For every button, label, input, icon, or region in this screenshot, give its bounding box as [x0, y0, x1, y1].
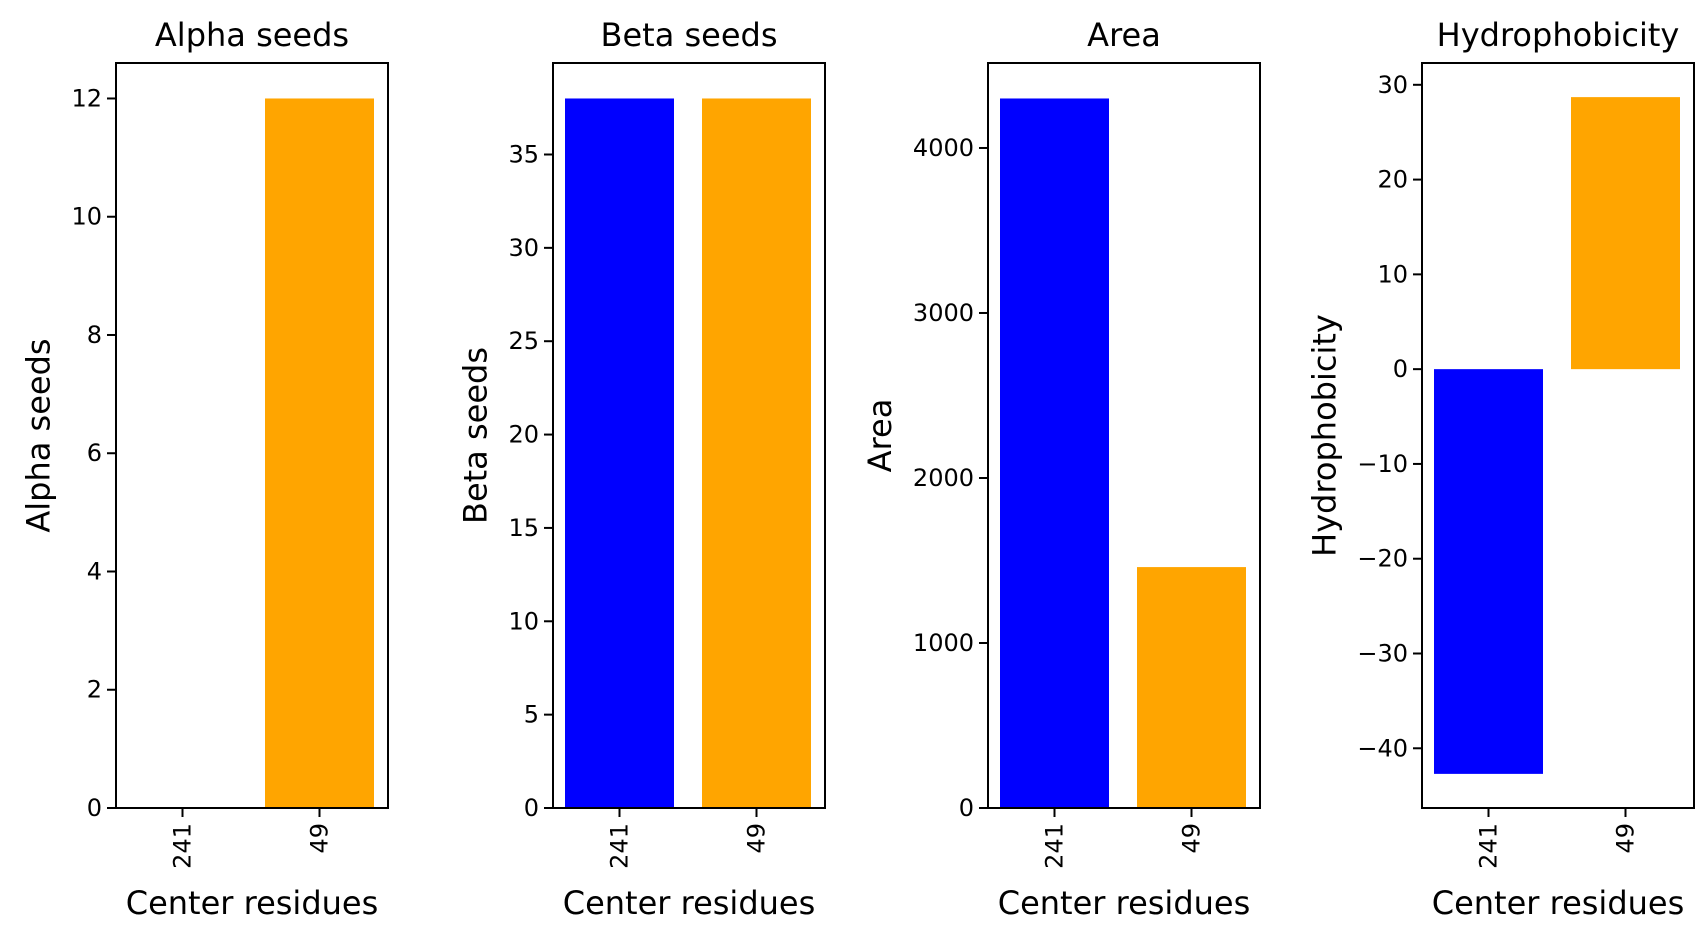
bar-49 [702, 98, 811, 808]
area-panel: Area Area Center residues 0 1000 2000 3000 4… [861, 16, 1261, 922]
y-tick-label: 10 [508, 607, 539, 635]
x-axis-label: Center residues [998, 884, 1251, 922]
x-tick-label: 49 [1612, 823, 1640, 854]
plot-frame [987, 62, 1261, 809]
y-tick-label: 10 [71, 203, 102, 231]
bar-49 [1137, 567, 1246, 808]
y-tick-label: 15 [508, 514, 539, 542]
chart-title: Area [1087, 16, 1161, 54]
y-axis-label: Area [861, 399, 899, 473]
chart-title: Hydrophobicity [1437, 16, 1680, 54]
x-axis-label: Center residues [563, 884, 816, 922]
bar-241 [1000, 98, 1109, 808]
y-tick-label: 0 [87, 794, 102, 822]
x-tick-label: 49 [743, 823, 771, 854]
x-axis-label: Center residues [126, 884, 379, 922]
bars [128, 98, 374, 809]
plot-frame [1421, 62, 1695, 809]
chart-title: Beta seeds [601, 16, 778, 54]
beta-seeds-panel: Beta seeds Beta seeds Center residues 0 5… [456, 16, 826, 922]
y-tick-label: 30 [508, 234, 539, 262]
bars [565, 98, 811, 808]
y-tick-label: 20 [1377, 166, 1408, 194]
y-tick-label: 5 [524, 701, 539, 729]
x-tick-label: 241 [169, 823, 197, 869]
bars [1000, 98, 1246, 808]
alpha-seeds-panel: Alpha seeds Alpha seeds Center residues … [19, 16, 389, 922]
x-tick-label: 241 [606, 823, 634, 869]
y-tick-label: 20 [508, 421, 539, 449]
y-tick-label: 4 [87, 557, 102, 585]
x-tick-label: 241 [1475, 823, 1503, 869]
chart-title: Alpha seeds [155, 16, 349, 54]
x-axis-label: Center residues [1432, 884, 1685, 922]
y-tick-label: 0 [1393, 355, 1408, 383]
y-axis-label: Alpha seeds [19, 338, 57, 532]
y-tick-label: 2 [87, 676, 102, 704]
y-tick-label: 1000 [913, 629, 974, 657]
y-tick-label: 0 [524, 794, 539, 822]
plot-frame [115, 62, 389, 809]
x-tick-label: 49 [1178, 823, 1206, 854]
y-tick-label: 0 [959, 794, 974, 822]
hydrophobicity-panel: Hydrophobicity Hydrophobicity Center res… [1305, 16, 1695, 922]
y-tick-label: −30 [1357, 640, 1408, 668]
y-tick-label: 6 [87, 439, 102, 467]
y-tick-label: −40 [1357, 734, 1408, 762]
y-tick-label: 25 [508, 327, 539, 355]
bars [1434, 97, 1680, 774]
x-tick-label: 49 [306, 823, 334, 854]
x-tick-label: 241 [1041, 823, 1069, 869]
y-tick-label: 35 [508, 140, 539, 168]
y-tick-label: 4000 [913, 134, 974, 162]
bar-241 [1434, 369, 1543, 774]
y-tick-label: 3000 [913, 299, 974, 327]
bar-49 [1571, 97, 1680, 370]
y-tick-label: 8 [87, 321, 102, 349]
y-tick-label: 10 [1377, 260, 1408, 288]
y-tick-label: 30 [1377, 71, 1408, 99]
bar-241 [565, 98, 674, 808]
y-tick-label: −20 [1357, 545, 1408, 573]
y-tick-label: −10 [1357, 450, 1408, 478]
y-axis-label: Hydrophobicity [1305, 314, 1343, 557]
y-tick-label: 12 [71, 84, 102, 112]
y-tick-label: 2000 [913, 464, 974, 492]
bar-49 [265, 98, 374, 808]
y-axis-label: Beta seeds [456, 347, 494, 524]
